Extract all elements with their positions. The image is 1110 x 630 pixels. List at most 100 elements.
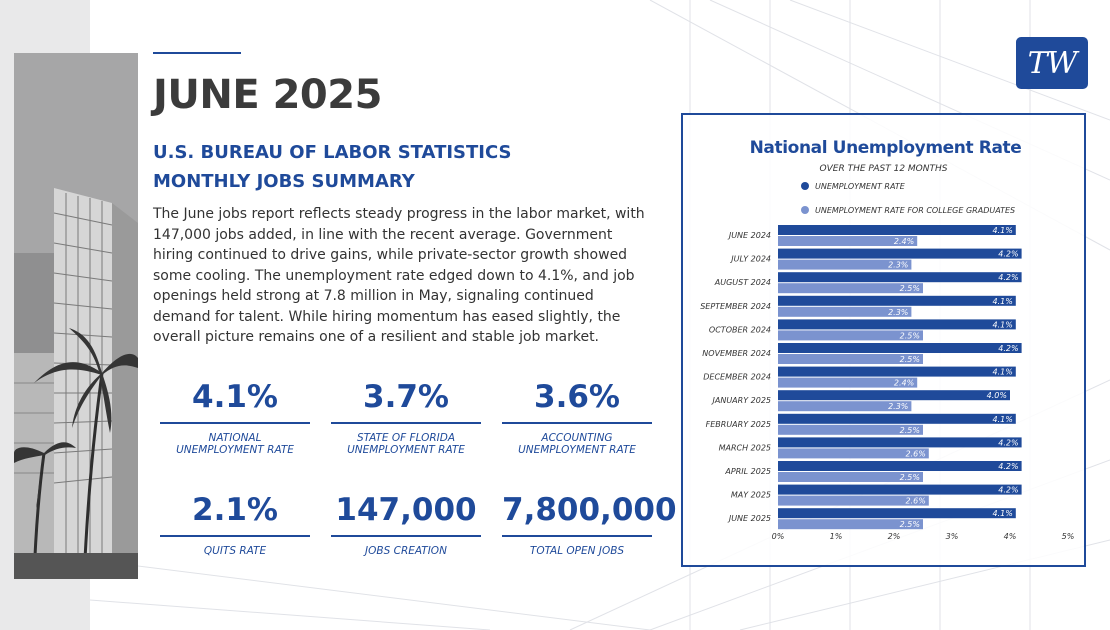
x-tick-label: 3% (946, 532, 959, 541)
bar (778, 330, 923, 341)
bar (778, 272, 1022, 283)
stat-label-line-2: UNEMPLOYMENT RATE (518, 444, 636, 456)
chart-title: National Unemployment Rate (750, 138, 1022, 158)
stat-quits-rate: 2.1% QUITS RATE (160, 491, 310, 557)
bar (778, 401, 912, 412)
tw-logo: TW (1016, 37, 1088, 89)
category-label: APRIL 2025 (724, 467, 771, 476)
legend-swatch (801, 182, 809, 190)
category-label: OCTOBER 2024 (709, 325, 771, 334)
category-label: FEBRUARY 2025 (706, 420, 771, 429)
bar (778, 413, 1016, 424)
bar-value-label: 2.5% (900, 331, 920, 340)
stat-florida-unemployment: 3.7% STATE OF FLORIDA UNEMPLOYMENT RATE (331, 378, 481, 456)
bar (778, 377, 918, 388)
bar (778, 354, 923, 364)
bar-value-label: 4.0% (987, 391, 1007, 400)
bar-value-label: 4.1% (992, 320, 1012, 329)
x-tick-label: 0% (772, 532, 785, 541)
category-label: MAY 2025 (731, 491, 771, 500)
stat-label-line-1: JOBS CREATION (365, 545, 447, 557)
stat-label: NATIONAL UNEMPLOYMENT RATE (160, 432, 310, 456)
x-tick-label: 4% (1004, 532, 1017, 541)
bar-value-label: 2.5% (900, 284, 920, 293)
bar-value-label: 4.1% (992, 509, 1012, 518)
stat-label-line-1: ACCOUNTING (541, 432, 613, 444)
category-label: SEPTEMBER 2024 (700, 302, 771, 311)
unemployment-bar-chart: National Unemployment Rate OVER THE PAST … (700, 138, 1075, 541)
bar-value-label: 4.2% (998, 250, 1018, 259)
stat-label: JOBS CREATION (331, 545, 481, 557)
summary-paragraph: The June jobs report reflects steady pro… (153, 206, 645, 345)
bar (778, 484, 1022, 495)
category-label: MARCH 2025 (719, 443, 771, 452)
bar-value-label: 2.6% (905, 497, 925, 506)
bar (778, 259, 912, 270)
category-label: NOVEMBER 2024 (702, 349, 771, 358)
bar (778, 283, 923, 294)
bar (778, 366, 1016, 377)
bar (778, 448, 929, 459)
bar (778, 519, 923, 530)
bar (778, 306, 912, 317)
stat-label-line-2: UNEMPLOYMENT RATE (347, 444, 465, 456)
category-label: JULY 2024 (729, 255, 771, 264)
title-accent-rule (153, 52, 241, 54)
stat-divider (502, 535, 652, 537)
subtitle-line-2: MONTHLY JOBS SUMMARY (153, 171, 415, 192)
stat-value: 3.6% (534, 379, 620, 415)
stat-label-line-1: TOTAL OPEN JOBS (529, 545, 625, 557)
stat-label: TOTAL OPEN JOBS (502, 545, 652, 557)
bar (778, 236, 918, 246)
stat-label: STATE OF FLORIDA UNEMPLOYMENT RATE (331, 432, 481, 456)
chart-subtitle: OVER THE PAST 12 MONTHS (820, 164, 948, 174)
building-palm-photo (14, 53, 138, 579)
bar (778, 424, 923, 435)
stat-divider (331, 535, 481, 537)
category-label: JUNE 2025 (727, 514, 771, 523)
bar (778, 508, 1016, 519)
bar-value-label: 2.3% (888, 402, 908, 411)
bar (778, 225, 1016, 235)
stat-national-unemployment: 4.1% NATIONAL UNEMPLOYMENT RATE (160, 378, 310, 456)
stat-accounting-unemployment: 3.6% ACCOUNTING UNEMPLOYMENT RATE (502, 378, 652, 456)
report-subtitle: U.S. BUREAU OF LABOR STATISTICS MONTHLY … (153, 138, 573, 196)
stat-value: 3.7% (363, 379, 449, 415)
stat-label: ACCOUNTING UNEMPLOYMENT RATE (502, 432, 652, 456)
x-tick-label: 2% (888, 532, 901, 541)
x-tick-label: 5% (1062, 532, 1075, 541)
subtitle-line-1: U.S. BUREAU OF LABOR STATISTICS (153, 142, 512, 163)
stat-divider (502, 422, 652, 424)
bar-value-label: 4.2% (998, 344, 1018, 353)
bar-value-label: 2.4% (894, 237, 914, 246)
bar-value-label: 2.5% (900, 473, 920, 482)
bar (778, 295, 1016, 306)
category-label: JANUARY 2025 (711, 396, 772, 405)
bar (778, 472, 923, 482)
bar-value-label: 4.1% (992, 415, 1012, 424)
bar-value-label: 2.6% (905, 449, 925, 458)
bar (778, 461, 1022, 471)
stat-divider (331, 422, 481, 424)
bar-value-label: 2.5% (900, 355, 920, 364)
stat-value: 4.1% (192, 379, 278, 415)
category-label: DECEMBER 2024 (703, 373, 771, 382)
logo-text: TW (1027, 45, 1078, 81)
stat-value: 7,800,000 (502, 492, 677, 528)
legend-label: UNEMPLOYMENT RATE FOR COLLEGE GRADUATES (815, 206, 1015, 215)
bar (778, 437, 1022, 448)
page-title: JUNE 2025 (153, 72, 382, 118)
bar-value-label: 2.5% (900, 426, 920, 435)
bar-value-label: 4.1% (992, 226, 1012, 235)
stat-label-line-1: NATIONAL (208, 432, 262, 444)
bar-value-label: 2.3% (888, 308, 908, 317)
bar-value-label: 4.1% (992, 297, 1012, 306)
bar-value-label: 2.3% (888, 261, 908, 270)
stat-value: 2.1% (192, 492, 278, 528)
bar (778, 390, 1010, 401)
category-label: JUNE 2024 (727, 231, 771, 240)
bar-value-label: 4.2% (998, 462, 1018, 471)
stat-divider (160, 535, 310, 537)
stat-jobs-creation: 147,000 JOBS CREATION (331, 491, 481, 557)
stat-value: 147,000 (335, 492, 477, 528)
